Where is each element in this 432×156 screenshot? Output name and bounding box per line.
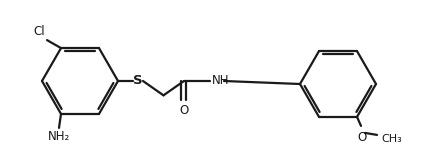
Text: S: S [133,75,143,88]
Text: NH: NH [212,73,229,86]
Text: O: O [179,104,189,117]
Text: CH₃: CH₃ [381,134,402,144]
Text: NH₂: NH₂ [48,130,70,143]
Text: O: O [357,131,367,144]
Text: Cl: Cl [33,25,45,38]
